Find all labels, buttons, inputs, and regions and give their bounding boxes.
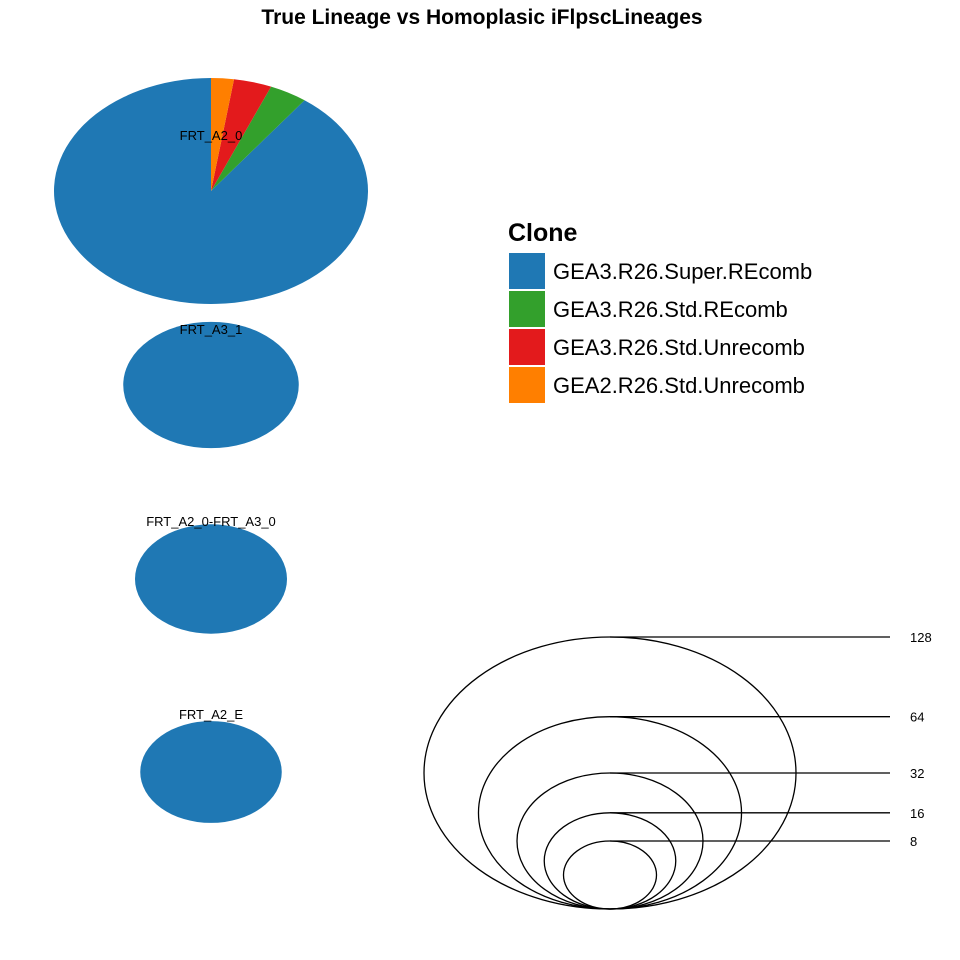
legend-swatch [509, 253, 545, 289]
legend-swatch [509, 367, 545, 403]
legend-label: GEA3.R26.Std.Unrecomb [553, 335, 805, 360]
pie-slice [211, 79, 272, 191]
pie-2: FRT_A3_1 [123, 321, 299, 449]
pie-4: FRT_A2_E [140, 707, 282, 823]
chart-title: True Lineage vs Homoplasic iFlpscLineage… [261, 6, 702, 29]
size-legend: 128 64 32 16 8 [423, 630, 932, 910]
size-legend-label: 64 [910, 710, 924, 725]
size-ellipse [543, 812, 677, 910]
size-ellipse [562, 840, 658, 910]
size-legend-label: 16 [910, 806, 924, 821]
pie-1: FRT_A2_0 [54, 78, 369, 304]
pie-slice [211, 78, 235, 191]
pie-label: FRT_A2_0-FRT_A3_0 [146, 514, 276, 529]
clone-legend: Clone GEA3.R26.Super.REcomb GEA3.R26.Std.R… [508, 219, 812, 403]
pie-3: FRT_A2_0-FRT_A3_0 [134, 514, 288, 634]
pie-slice [140, 721, 282, 823]
legend-label: GEA3.R26.Super.REcomb [553, 259, 812, 284]
legend-swatch [509, 329, 545, 365]
pie-slice [134, 524, 288, 634]
pie-label: FRT_A3_1 [180, 322, 243, 337]
pie-label: FRT_A2_E [179, 707, 243, 722]
legend-title: Clone [508, 219, 578, 247]
legend-label: GEA3.R26.Std.REcomb [553, 297, 788, 322]
pie-slice [211, 86, 305, 191]
legend-swatch [509, 291, 545, 327]
size-legend-label: 128 [910, 630, 932, 645]
size-legend-label: 8 [910, 834, 917, 849]
pie-slice [54, 78, 369, 304]
pie-group: FRT_A2_0 FRT_A3_1 FRT_A2_0-FRT_A3_0 FRT_A2_… [54, 78, 369, 823]
pie-slice [123, 321, 299, 449]
pie-label: FRT_A2_0 [180, 128, 243, 143]
size-legend-label: 32 [910, 766, 924, 781]
legend-label: GEA2.R26.Std.Unrecomb [553, 373, 805, 398]
